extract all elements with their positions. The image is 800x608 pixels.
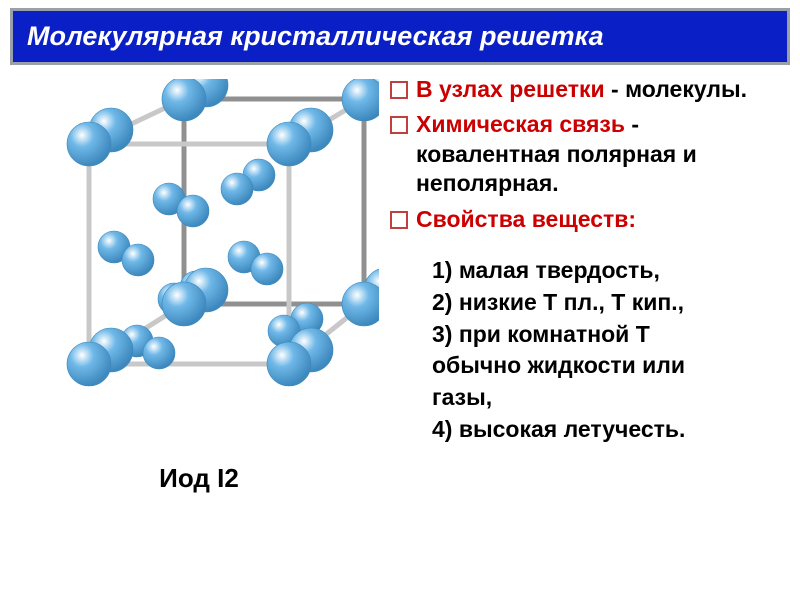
title-bar: Молекулярная кристаллическая решетка <box>10 8 790 65</box>
bullet-black-text: - молекулы. <box>605 76 747 102</box>
diagram-column: Иод I2 <box>14 71 384 494</box>
text-column: В узлах решетки - молекулы. Химическая св… <box>384 71 784 494</box>
lattice-atoms <box>67 79 379 386</box>
bullet-red-text: Свойства веществ: <box>416 206 636 232</box>
numbered-line: 4) высокая летучесть. <box>432 415 784 444</box>
crystal-lattice-diagram <box>19 79 379 449</box>
numbered-line: 1) малая твердость, <box>432 256 784 285</box>
numbered-line: 3) при комнатной Т <box>432 320 784 349</box>
numbered-list: 1) малая твердость, 2) низкие Т пл., Т ки… <box>390 256 784 444</box>
bullet-red-text: В узлах решетки <box>416 76 605 102</box>
numbered-line: газы, <box>432 383 784 412</box>
numbered-line: обычно жидкости или <box>432 351 784 380</box>
numbered-line: 2) низкие Т пл., Т кип., <box>432 288 784 317</box>
bullet-item: В узлах решетки - молекулы. <box>390 75 784 104</box>
content-area: Иод I2 В узлах решетки - молекулы. Химиче… <box>0 65 800 494</box>
diagram-caption: Иод I2 <box>159 463 239 494</box>
title-text: Молекулярная кристаллическая решетка <box>27 21 604 52</box>
bullet-item: Химическая связь - ковалентная полярная … <box>390 110 784 198</box>
bullet-item: Свойства веществ: <box>390 205 784 234</box>
bullet-list: В узлах решетки - молекулы. Химическая св… <box>390 75 784 234</box>
bullet-red-text: Химическая связь <box>416 111 625 137</box>
